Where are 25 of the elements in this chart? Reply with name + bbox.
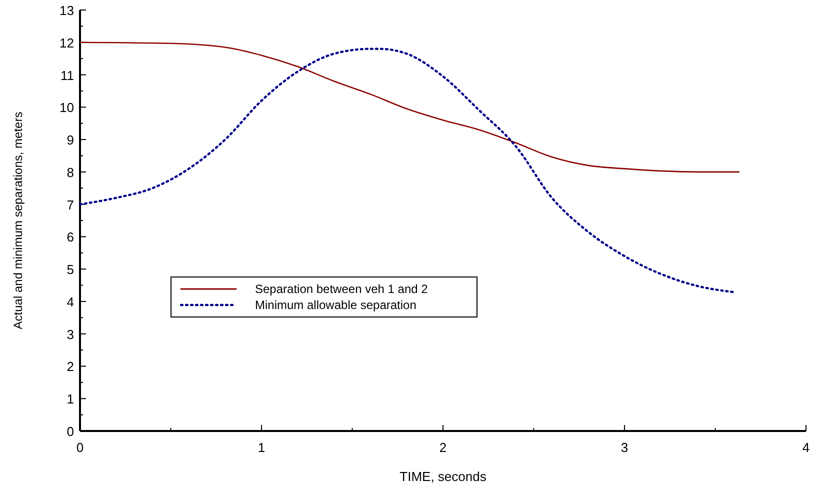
x-tick-label: 1 [258,440,266,455]
y-tick-label: 9 [66,132,74,148]
x-tick-label: 0 [76,440,84,455]
y-tick-label: 1 [66,392,74,407]
x-tick-label: 2 [439,440,447,455]
legend-label: Separation between veh 1 and 2 [255,282,428,296]
y-tick-label: 13 [60,3,74,18]
y-tick-label: 4 [66,294,74,310]
legend-label: Minimum allowable separation [255,298,416,312]
y-tick-label: 11 [60,68,74,83]
x-tick-label: 4 [802,440,810,455]
y-axis-title: Actual and minimum separations, meters [11,112,25,330]
y-tick-label: 7 [66,197,74,212]
y-tick-label: 10 [60,100,74,116]
y-tick-label: 5 [66,262,74,278]
y-tick-label: 3 [66,326,74,342]
y-tick-label: 0 [66,424,74,439]
line-series [79,42,740,173]
y-tick-label: 12 [60,35,74,50]
y-tick-label: 2 [66,359,74,374]
y-tick-label: 8 [66,164,74,180]
y-tick-label: 6 [66,230,74,245]
x-tick-label: 3 [620,440,628,455]
line-series [78,48,734,294]
x-axis-title: TIME, seconds [400,469,487,484]
